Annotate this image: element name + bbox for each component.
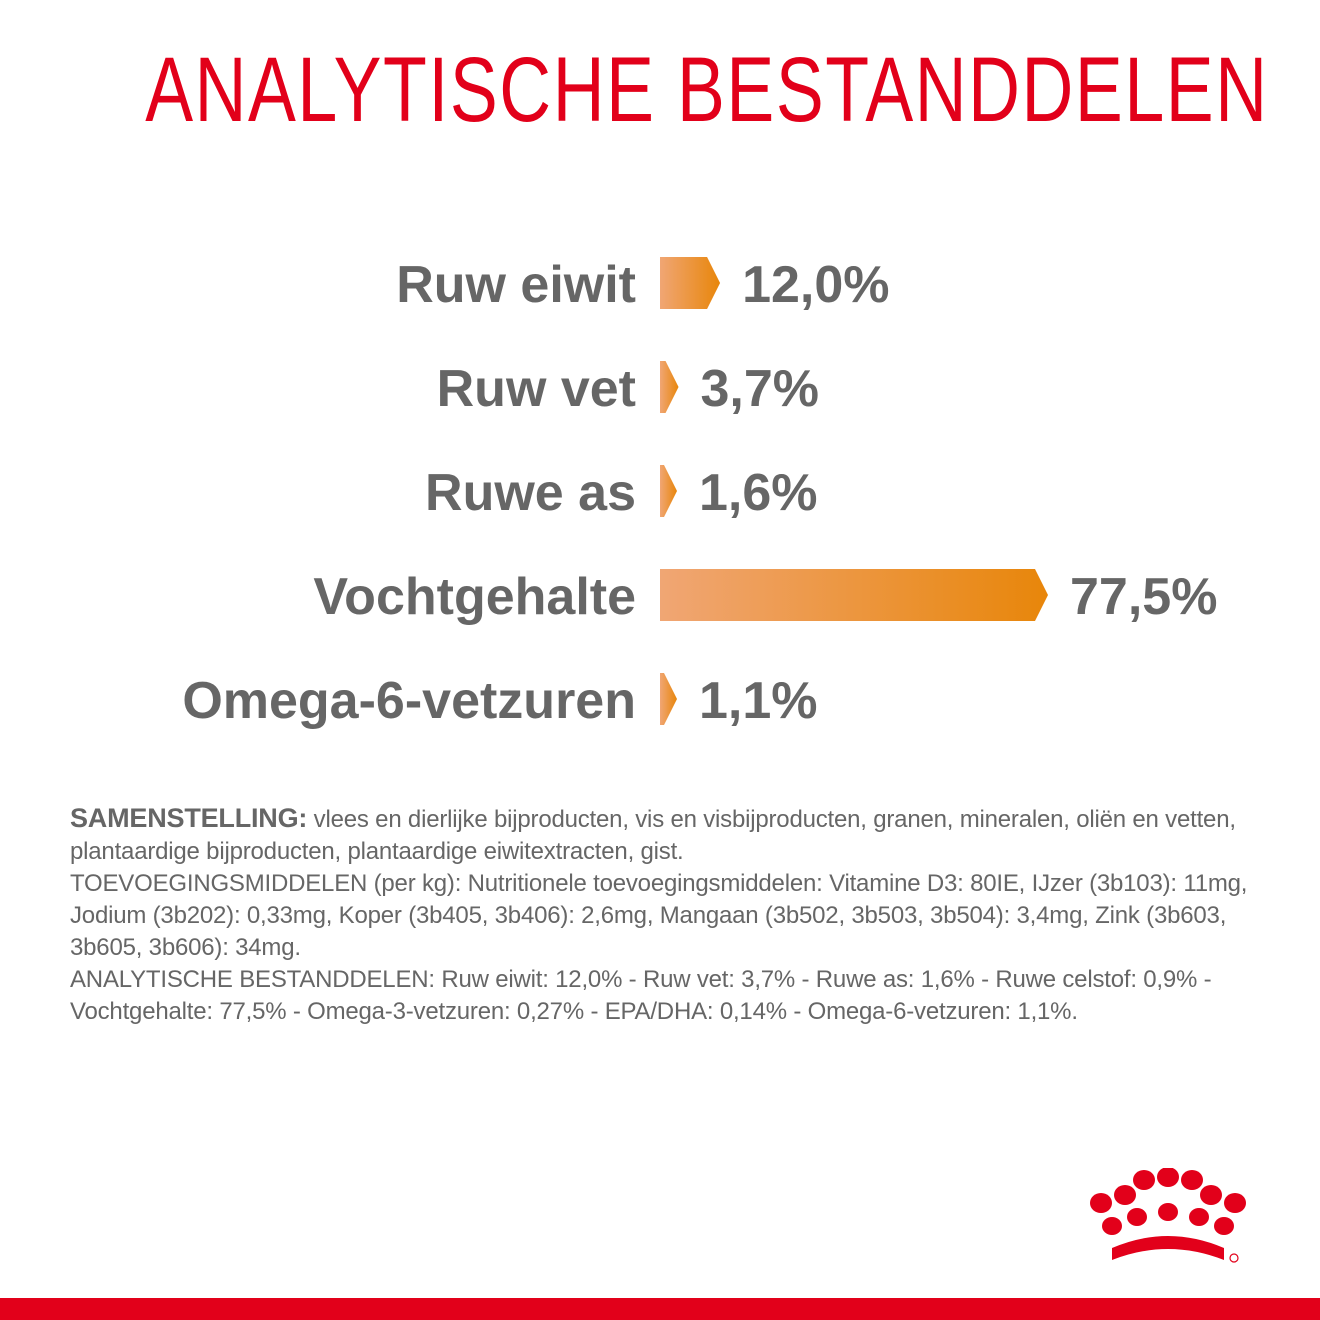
bar — [660, 465, 677, 517]
bar-label: Ruwe as — [425, 464, 636, 522]
analytical-text: ANALYTISCHE BESTANDDELEN: Ruw eiwit: 12,… — [70, 966, 1212, 1025]
composition-heading: SAMENSTELLING: — [70, 803, 308, 833]
bar — [660, 673, 677, 725]
bar — [660, 257, 721, 309]
bar — [660, 569, 1048, 621]
nutrient-bar-chart: Ruw eiwit 12,0% Ruw vet 3,7% Ruwe as 1,6% Voch… — [182, 256, 1217, 730]
royal-canin-crown-logo — [1090, 1168, 1246, 1263]
page-title: ANALYTISCHE BESTANDDELEN — [145, 39, 1269, 141]
additives-text: TOEVOEGINGSMIDDELEN (per kg): Nutritione… — [70, 870, 1248, 961]
bar-value-label: 12,0% — [742, 256, 889, 314]
bar — [660, 361, 679, 413]
bar-value-label: 1,1% — [699, 672, 818, 730]
bar-label: Omega-6-vetzuren — [182, 672, 636, 730]
bar-value-label: 77,5% — [1070, 568, 1217, 626]
composition-text: vlees en dierlijke bijproducten, vis en … — [70, 806, 1236, 865]
bottom-brand-bar — [0, 1298, 1320, 1320]
bar-value-label: 1,6% — [699, 464, 818, 522]
composition-block: SAMENSTELLING: vlees en dierlijke bijpro… — [70, 802, 1270, 1028]
bar-label: Ruw vet — [437, 360, 636, 418]
bar-label: Vochtgehalte — [313, 568, 636, 626]
bar-value-label: 3,7% — [701, 360, 820, 418]
bar-label: Ruw eiwit — [396, 256, 636, 314]
